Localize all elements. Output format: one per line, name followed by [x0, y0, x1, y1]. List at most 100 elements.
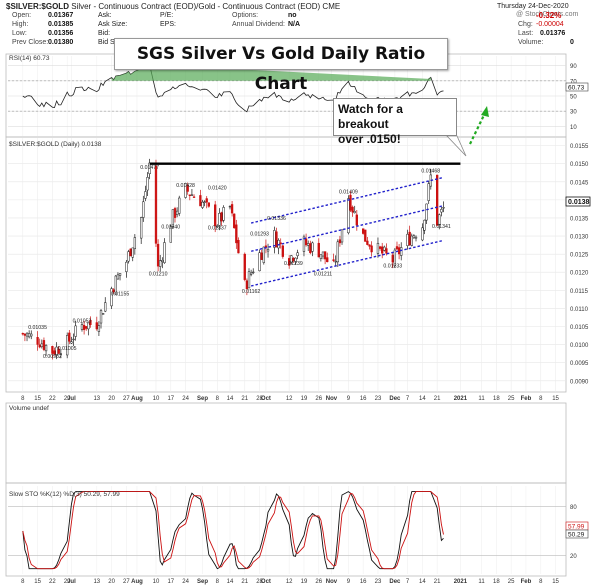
symbol-title: $SILVER:$GOLD Silver - Continuous Contra… — [6, 2, 340, 11]
rsi-last-flag — [565, 82, 589, 92]
candle-body — [442, 207, 445, 209]
candle-body — [406, 233, 409, 246]
x-tick-label-top: 17 — [167, 396, 174, 402]
x-tick-label-top: 15 — [552, 396, 559, 402]
price-panel: 0.01035 0.00982 0.01005 0.01053 0.01155 0.014… — [21, 158, 461, 360]
candle-body — [237, 240, 240, 254]
candle-body — [72, 338, 75, 341]
price-annotation: 0.01428 — [176, 183, 195, 189]
candle-body — [376, 242, 380, 254]
candle-body — [334, 261, 337, 263]
x-tick-label-bottom: 28 — [256, 579, 263, 585]
candle-body — [252, 271, 255, 274]
candle-body — [436, 174, 439, 226]
x-tick-label-top: 8 — [539, 396, 543, 402]
x-tick-label-bottom: 14 — [227, 579, 234, 585]
stoch-k-line — [22, 491, 444, 570]
stats-left: Open: 0.01367 High: 0.01385 Low: 0.01356… — [12, 11, 73, 47]
candle-body — [144, 191, 147, 199]
overlay-title: SGS Silver Vs Gold Daily Ratio Chart — [114, 38, 448, 94]
candle-body — [169, 226, 172, 243]
candle-body — [400, 247, 403, 256]
x-tick-label-top: Dec — [389, 396, 401, 402]
candle-body — [364, 229, 367, 242]
x-tick-label-bottom: 15 — [34, 579, 41, 585]
candle-body — [186, 184, 189, 192]
price-last-flag — [565, 196, 591, 207]
rsi-tick-label: 10 — [570, 125, 577, 131]
candle-body — [199, 195, 202, 207]
price-annotation: 0.01409 — [339, 190, 358, 196]
candle-body — [383, 246, 386, 251]
x-tick-label-bottom: Dec — [389, 579, 401, 585]
x-tick-label-bottom: 22 — [49, 579, 56, 585]
candle-body — [218, 212, 221, 226]
candle-body — [228, 205, 232, 208]
x-tick-label-top: 14 — [227, 396, 234, 402]
candle-body — [66, 335, 69, 356]
candle-body — [159, 260, 162, 267]
candle-body — [288, 258, 291, 266]
price-annotation: 0.01053 — [73, 318, 92, 324]
price-annotation: 0.01210 — [149, 272, 168, 278]
candle-body — [247, 271, 251, 289]
header-credit: @ StockCharts.com — [516, 11, 579, 18]
price-tick-label: 0.0125 — [570, 253, 589, 259]
stat-eps: EPS: — [160, 21, 176, 28]
candle-body — [68, 332, 71, 342]
x-tick-label-bottom: Nov — [326, 579, 338, 585]
candle-body — [222, 207, 225, 221]
candle-body — [395, 246, 399, 250]
candle-body — [362, 228, 365, 234]
candle-body — [171, 209, 175, 227]
candle-body — [279, 242, 282, 245]
candle-body — [332, 259, 335, 261]
x-tick-label-top: 14 — [419, 396, 426, 402]
rsi-tick-label: 90 — [570, 64, 577, 70]
candle-body — [203, 201, 206, 203]
candle-body — [258, 252, 261, 272]
stoch-panel — [22, 491, 444, 570]
x-tick-label-top: Feb — [521, 396, 532, 402]
x-tick-label-top: 25 — [508, 396, 515, 402]
x-tick-label-top: Nov — [326, 396, 338, 402]
x-tick-label-top: 8 — [21, 396, 25, 402]
candle-body — [44, 344, 48, 352]
price-tick-label: 0.0120 — [570, 271, 589, 277]
candle-body — [266, 248, 270, 252]
stat-pe: P/E: — [160, 12, 174, 19]
x-tick-label-bottom: 29 — [64, 579, 71, 585]
candle-body — [414, 236, 418, 239]
volume-label: Volume undef — [9, 405, 49, 412]
stoch-tick-label: 80 — [570, 505, 577, 511]
price-tick-label: 0.0115 — [570, 289, 589, 295]
x-tick-label-bottom: 27 — [123, 579, 130, 585]
symbol-description: Silver - Continuous Contract (EOD)/Gold … — [71, 2, 341, 11]
breakout-arrow-line — [469, 112, 486, 145]
x-tick-label-bottom: 15 — [552, 579, 559, 585]
x-tick-label-bottom: 23 — [375, 579, 382, 585]
channel-line — [250, 239, 444, 287]
x-tick-label-bottom: 13 — [93, 579, 100, 585]
x-tick-label-bottom: 2021 — [454, 579, 468, 585]
x-tick-label-top: 13 — [93, 396, 100, 402]
x-tick-label-bottom: 8 — [21, 579, 25, 585]
candle-body — [294, 257, 297, 263]
candle-body — [101, 313, 105, 315]
x-tick-label-top: 23 — [375, 396, 382, 402]
candle-body — [36, 337, 39, 345]
candle-body — [142, 201, 145, 218]
candle-body — [311, 242, 314, 252]
candle-body — [249, 272, 253, 275]
candle-body — [214, 204, 217, 227]
x-tick-label-top: 20 — [108, 396, 115, 402]
candle-body — [304, 238, 308, 246]
candle-body — [85, 326, 88, 329]
candle-body — [95, 322, 98, 330]
stoch-k-value: 57.99 — [568, 524, 585, 531]
x-tick-label-top: Jul — [67, 396, 76, 402]
callout-pointer — [446, 135, 467, 157]
x-tick-label-top: 29 — [64, 396, 71, 402]
x-tick-label-bottom: 21 — [434, 579, 441, 585]
